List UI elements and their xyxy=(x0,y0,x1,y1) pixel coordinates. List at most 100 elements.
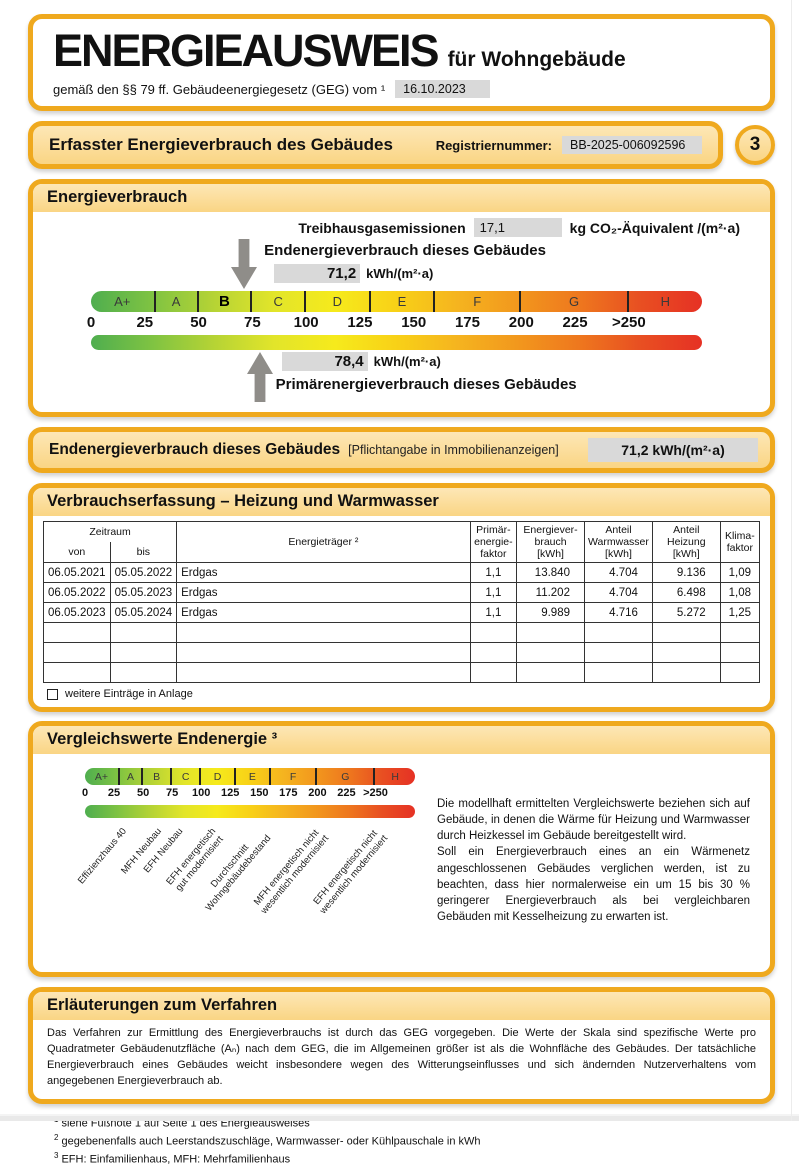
comparison-header: Vergleichswerte Endenergie ³ xyxy=(33,726,770,755)
end-energy-label: Endenergieverbrauch dieses Gebäudes xyxy=(264,242,546,259)
explanation-text: Das Verfahren zur Ermittlung des Energie… xyxy=(47,1027,756,1087)
tick-label: >250 xyxy=(611,314,646,331)
banner-note: [Pflichtangabe in Immobilienanzeigen] xyxy=(348,443,559,457)
energy-consumption-box: Energieverbrauch Treibhausgasemissionen … xyxy=(28,179,775,417)
comparison-paragraph-2: Soll ein Energieverbrauch eines an ein W… xyxy=(437,846,750,923)
ghg-emissions-row: Treibhausgasemissionen 17,1 kg CO₂-Äquiv… xyxy=(49,218,740,237)
tick-label: 0 xyxy=(81,787,89,800)
end-energy-marker-block: Endenergieverbrauch dieses Gebäudes 71,2… xyxy=(91,239,702,291)
down-arrow-icon xyxy=(231,239,258,289)
class-segment-e: E xyxy=(371,291,436,312)
column-header-energieverbrauch: Energiever- brauch [kWh] xyxy=(516,520,585,564)
tick-label: 50 xyxy=(190,314,207,331)
column-header-anteil-heizung: Anteil Heizung [kWh] xyxy=(651,520,721,564)
footnote: 3 EFH: Einfamilienhaus, MFH: Mehrfamilien… xyxy=(54,1151,291,1166)
footnote: 2 gegebenenfalls auch Leerstandszuschläge… xyxy=(54,1133,481,1148)
consumption-row: 06.05.2023 05.05.2024 Erdgas 1,1 9.989 4.716 5… xyxy=(43,602,761,624)
primary-energy-marker-block: 78,4 kWh/(m²·a) Primärenergieverbrauch d… xyxy=(91,350,702,406)
footnotes: 1siehe Fußnote 1 auf Seite 1 des Energie… xyxy=(54,1114,775,1168)
scale-tick-row: 0 25 50 75 100 125 150 175 200 225 >250 xyxy=(81,785,415,805)
tick-label: 25 xyxy=(136,314,154,331)
column-header-anteil-warmwasser: Anteil Warmwasser [kWh] xyxy=(583,520,653,564)
banner-label: Endenergieverbrauch dieses Gebäudes xyxy=(49,441,341,458)
class-segment-aplus: A+ xyxy=(85,768,120,786)
end-energy-value-row: 71,2 kWh/(m²·a) xyxy=(274,264,433,283)
end-energy-value: 71,2 xyxy=(274,264,361,283)
class-letter: B xyxy=(153,770,161,783)
class-segment-f: F xyxy=(271,768,318,786)
class-segment-d: D xyxy=(201,768,237,786)
class-segment-b: B xyxy=(143,768,173,786)
class-segment-aplus: A+ xyxy=(91,291,156,312)
banner-value: 71,2 kWh/(m²·a) xyxy=(588,438,758,462)
class-segment-h: H xyxy=(629,291,702,312)
class-segment-a: A xyxy=(156,291,199,312)
tick-label: 225 xyxy=(562,314,588,331)
tick-label: 200 xyxy=(508,314,534,331)
class-letter: F xyxy=(473,294,482,309)
tick-label: >250 xyxy=(363,787,388,800)
law-reference-row: gemäß den §§ 79 ff. Gebäudeenergiegesetz… xyxy=(53,80,750,98)
consumption-table-box: Verbrauchserfassung – Heizung und Warmwa… xyxy=(28,483,775,713)
more-entries-checkbox[interactable] xyxy=(47,688,58,700)
page-number-badge: 3 xyxy=(735,125,775,165)
empty-row xyxy=(43,662,761,684)
class-letter: A+ xyxy=(114,294,131,309)
title-row: ENERGIEAUSWEIS für Wohngebäude xyxy=(53,25,750,77)
tick-label: 200 xyxy=(308,787,327,800)
class-letter: C xyxy=(273,294,283,309)
class-letter: D xyxy=(332,294,343,309)
column-header-primaerenergiefaktor: Primär- energie- faktor xyxy=(469,520,518,564)
energy-consumption-content: Treibhausgasemissionen 17,1 kg CO₂-Äquiv… xyxy=(33,212,770,412)
explanation-header: Erläuterungen zum Verfahren xyxy=(33,992,770,1021)
class-letter: C xyxy=(181,770,190,783)
class-letter: H xyxy=(660,294,671,309)
class-segment-b: B xyxy=(199,291,253,312)
primary-energy-unit: kWh/(m²·a) xyxy=(373,354,441,369)
tick-label: 100 xyxy=(192,787,211,800)
page-subtitle: für Wohngebäude xyxy=(447,48,626,71)
empty-row xyxy=(43,622,761,644)
tick-label: 175 xyxy=(279,787,298,800)
explanation-box: Erläuterungen zum Verfahren Das Verfahre… xyxy=(28,987,775,1104)
class-segment-c: C xyxy=(252,291,307,312)
primary-energy-label: Primärenergieverbrauch dieses Gebäudes xyxy=(275,376,577,393)
geg-date-field: 16.10.2023 xyxy=(395,80,491,98)
more-entries-label: weitere Einträge in Anlage xyxy=(65,688,193,701)
comparison-text-column: Die modellhaft ermittelten Vergleichswer… xyxy=(437,796,756,968)
energy-efficiency-scale: A+ A B C D E F G H 0 25 50 75 100 125 150 175 200 225 >250 xyxy=(87,291,702,350)
section-header-bar: Erfasster Energieverbrauch des Gebäudes … xyxy=(28,121,723,169)
tick-label: 225 xyxy=(337,787,356,800)
ghg-emissions-value: 17,1 xyxy=(473,218,562,237)
comparison-paragraph-1: Die modellhaft ermittelten Vergleichswer… xyxy=(437,798,750,843)
tick-label: 175 xyxy=(454,314,480,331)
energy-scale-area: Endenergieverbrauch dieses Gebäudes 71,2… xyxy=(87,239,702,406)
class-segment-d: D xyxy=(306,291,371,312)
comparison-label-area: Effizienzhaus 40 MFH Neubau EFH Neubau EFH … xyxy=(76,818,415,968)
efficiency-class-bar: A+ A B C D E F G H xyxy=(85,768,415,786)
tick-label: 25 xyxy=(107,787,121,800)
primary-energy-value: 78,4 xyxy=(281,352,368,371)
class-letter: D xyxy=(213,770,222,783)
comparison-label: Effizienzhaus 40 xyxy=(75,826,129,887)
registry-number-label: Registriernummer: xyxy=(435,137,552,153)
consumption-row: 06.05.2022 05.05.2023 Erdgas 1,1 11.202 4.704… xyxy=(43,582,761,604)
class-segment-a: A xyxy=(120,768,144,786)
class-segment-f: F xyxy=(435,291,522,312)
tick-label: 125 xyxy=(347,314,373,331)
primary-energy-value-row: 78,4 kWh/(m²·a) xyxy=(281,352,441,371)
class-segment-g: G xyxy=(521,291,629,312)
class-letter: G xyxy=(568,294,580,309)
column-header-zeitraum: Zeitraum xyxy=(42,521,178,543)
law-reference-text: gemäß den §§ 79 ff. Gebäudeenergiegesetz… xyxy=(53,81,386,97)
efficiency-class-bar: A+ A B C D E F G H xyxy=(91,291,702,312)
class-segment-g: G xyxy=(317,768,376,786)
scale-tick-row: 0 25 50 75 100 125 150 175 200 225 >250 xyxy=(87,312,702,335)
comparison-box: Vergleichswerte Endenergie ³ A+ A B C D E F G H 0… xyxy=(28,721,775,978)
class-letter: E xyxy=(397,294,407,309)
registry-number-value: BB-2025-006092596 xyxy=(562,136,702,154)
tick-label: 75 xyxy=(166,787,179,800)
class-letter: A xyxy=(171,294,181,309)
page-title: ENERGIEAUSWEIS xyxy=(53,25,440,76)
consumption-table: Zeitraum Energieträger ² Primär- energie… xyxy=(42,520,761,684)
